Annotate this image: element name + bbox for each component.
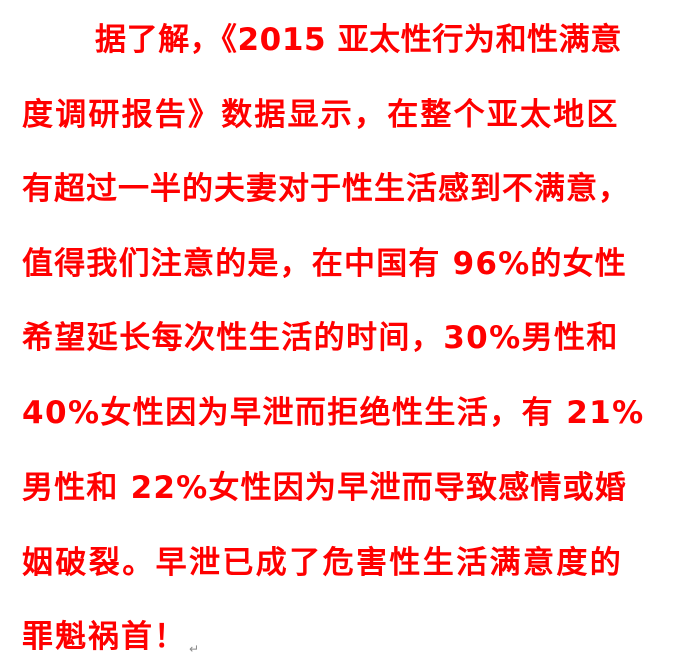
text-line-1: 据了解，《2015 亚太性行为和性满意 [95, 22, 622, 58]
text-line-3: 有超过一半的夫妻对于性生活感到不满意， [22, 171, 630, 207]
text-line-2: 度调研报告》数据显示，在整个亚太地区 [22, 97, 620, 133]
text-line-8: 姻破裂。早泄已成了危害性生活满意度的 [22, 545, 624, 581]
text-line-5: 希望延长每次性生活的时间，30%男性和 [22, 320, 619, 356]
text-line-6: 40%女性因为早泄而拒绝性生活，有 21% [22, 395, 645, 431]
text-line-9: 罪魁祸首！ ↵ [22, 617, 199, 657]
text-line-9-content: 罪魁祸首！ [22, 619, 187, 655]
text-line-4: 值得我们注意的是，在中国有 96%的女性 [22, 246, 627, 282]
paragraph-mark-icon: ↵ [189, 642, 200, 656]
text-line-7: 男性和 22%女性因为早泄而导致感情或婚 [22, 470, 627, 506]
